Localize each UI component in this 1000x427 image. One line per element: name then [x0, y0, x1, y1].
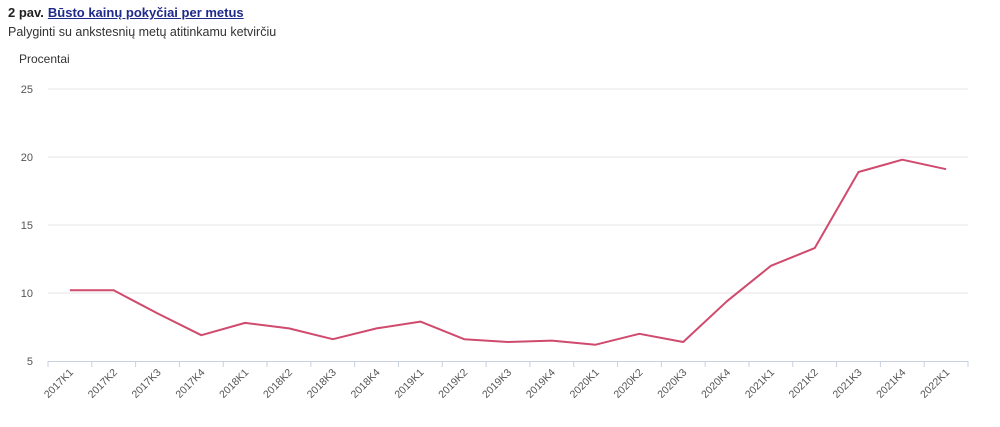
x-tick-label: 2019K4: [524, 367, 558, 401]
data-point[interactable]: [66, 286, 74, 294]
x-tick-label: 2019K2: [436, 367, 470, 401]
data-point[interactable]: [373, 324, 381, 332]
x-tick-label: 2020K3: [655, 367, 689, 401]
y-tick-label: 5: [27, 356, 33, 368]
data-point[interactable]: [416, 318, 424, 326]
data-point[interactable]: [854, 168, 862, 176]
data-point[interactable]: [898, 156, 906, 164]
data-point[interactable]: [592, 341, 600, 349]
data-point[interactable]: [548, 337, 556, 345]
y-axis-ticks: 5 10 15 20 25: [21, 84, 33, 368]
x-tick-label: 2021K1: [743, 367, 777, 401]
x-tick-label: 2017K2: [86, 367, 120, 401]
x-tick-label: 2021K4: [874, 367, 908, 401]
x-tick-label: 2020K1: [568, 367, 602, 401]
figure-header: 2 pav. Būsto kainų pokyčiai per metus Pal…: [8, 4, 276, 41]
x-tick-label: 2017K3: [130, 367, 164, 401]
figure-subtitle: Palyginti su ankstesnių metų atitinkamu …: [8, 25, 277, 39]
x-tick-label: 2018K4: [349, 367, 383, 401]
y-tick-label: 25: [21, 84, 33, 96]
data-point[interactable]: [154, 309, 162, 317]
x-tick-label: 2018K1: [217, 367, 251, 401]
data-point[interactable]: [723, 297, 731, 305]
y-tick-label: 10: [21, 288, 33, 300]
x-tick-label: 2017K1: [42, 367, 76, 401]
data-point[interactable]: [110, 286, 118, 294]
figure-number: 2 pav.: [8, 5, 44, 20]
data-point[interactable]: [635, 330, 643, 338]
x-tick-label: 2021K2: [787, 367, 821, 401]
data-point[interactable]: [460, 335, 468, 343]
y-axis-label: Procentai: [19, 52, 70, 66]
series-group: [66, 156, 950, 349]
data-point[interactable]: [504, 338, 512, 346]
x-tick-label: 2019K3: [480, 367, 514, 401]
figure-title-link[interactable]: Būsto kainų pokyčiai per metus: [47, 5, 244, 20]
data-point[interactable]: [767, 262, 775, 270]
x-tick-label: 2022K1: [918, 367, 952, 401]
data-point[interactable]: [197, 331, 205, 339]
data-point[interactable]: [942, 165, 950, 173]
data-point[interactable]: [679, 338, 687, 346]
x-tick-label: 2019K1: [392, 367, 426, 401]
x-axis: 2017K1 2017K2 2017K3 2017K4 2018K1 2018K2 2018…: [42, 361, 969, 401]
data-point[interactable]: [241, 319, 249, 327]
y-tick-label: 20: [21, 152, 33, 164]
figure-title: 2 pav. Būsto kainų pokyčiai per metus: [8, 4, 276, 22]
data-point[interactable]: [285, 324, 293, 332]
x-tick-label: 2021K3: [831, 367, 865, 401]
series-line: [69, 158, 947, 346]
y-tick-label: 15: [21, 220, 33, 232]
x-tick-label: 2018K2: [261, 367, 295, 401]
x-tick-label: 2017K4: [173, 367, 207, 401]
x-tick-label: 2020K4: [699, 367, 733, 401]
x-tick-label: 2018K3: [305, 367, 339, 401]
data-point[interactable]: [811, 244, 819, 252]
data-point[interactable]: [329, 335, 337, 343]
gridlines: [48, 88, 968, 294]
x-tick-label: 2020K2: [611, 367, 645, 401]
